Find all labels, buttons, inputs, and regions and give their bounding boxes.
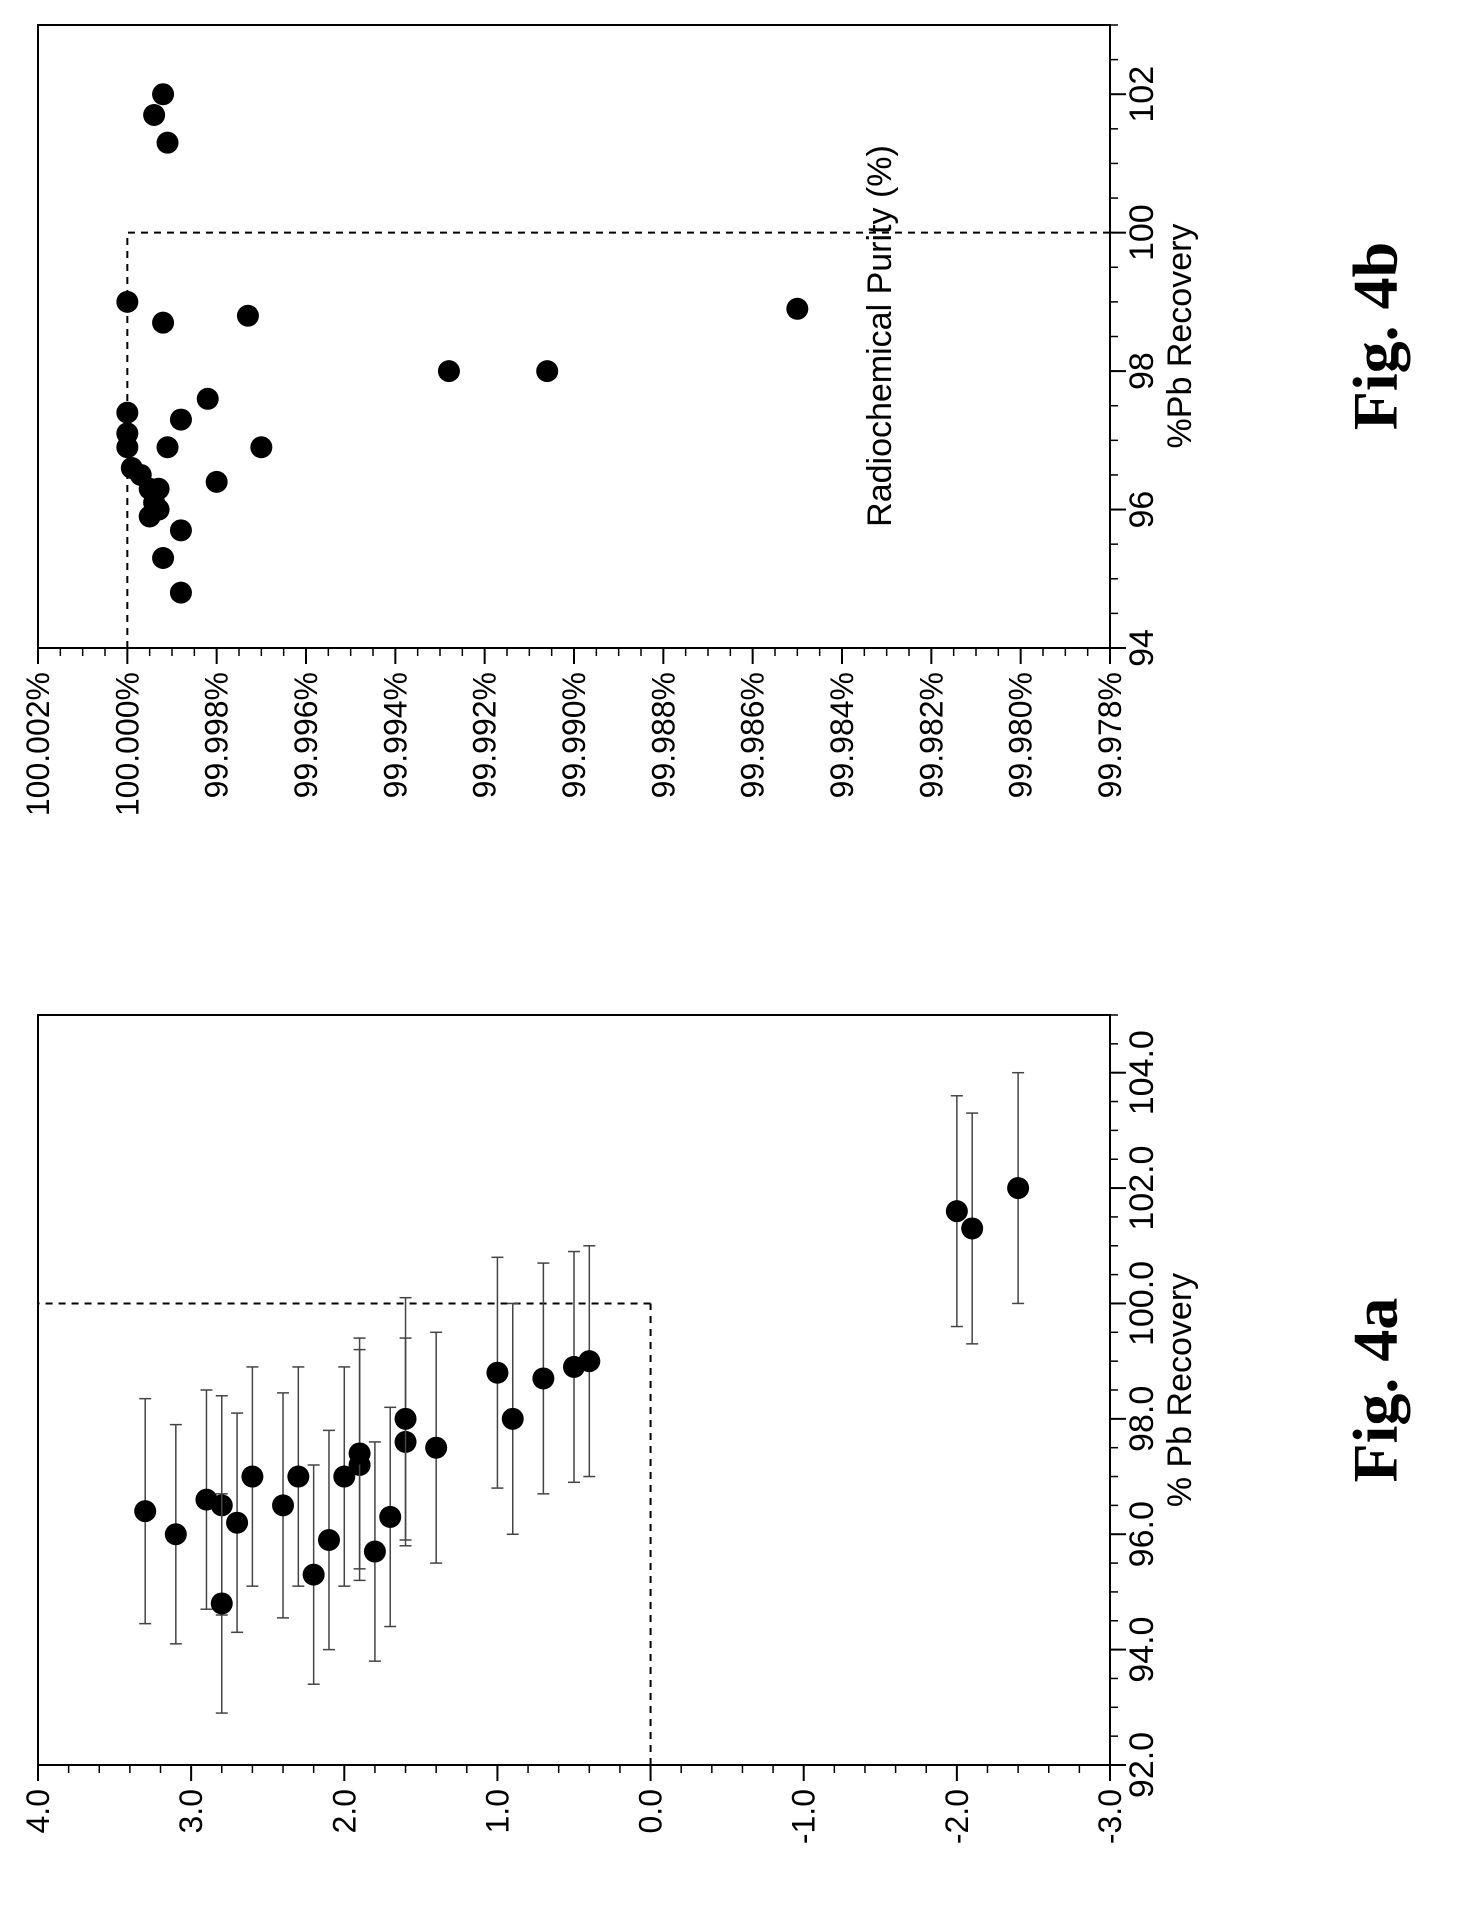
data-point: [169, 519, 192, 542]
y-tick-label: -3.0: [1092, 1789, 1128, 1844]
y-tick-label: 2.0: [326, 1789, 362, 1833]
data-point: [152, 547, 175, 570]
x-tick-label: 102: [1123, 66, 1161, 123]
y-tick-label: 99.996%: [288, 672, 324, 798]
data-point: [143, 103, 166, 126]
data-point: [532, 1367, 555, 1390]
x-axis-title: %Pb Recovery: [1161, 224, 1199, 449]
y-tick-label: 100.002%: [20, 672, 56, 816]
data-point: [226, 1511, 249, 1534]
y-tick-label: -1.0: [786, 1789, 822, 1844]
y-tick-label: 1.0: [479, 1789, 515, 1833]
figure-label: Fig. 4a: [1340, 1298, 1411, 1483]
x-tick-label: 96.0: [1123, 1501, 1161, 1567]
data-point: [116, 436, 139, 459]
data-point: [348, 1442, 371, 1465]
y-tick-label: 99.978%: [1092, 672, 1128, 798]
chart-fig4a: 92.0 94.0 96.0 98.0 100.0 102.0 104.0 -3.0 -2.0 -…: [20, 1014, 1411, 1844]
data-point: [425, 1436, 448, 1459]
data-point: [578, 1350, 601, 1373]
data-point: [156, 131, 179, 154]
y-tick-label: 99.990%: [556, 672, 592, 798]
data-point: [205, 470, 228, 493]
y-tick-label: 99.998%: [199, 672, 235, 798]
data-point: [116, 290, 139, 313]
data-point: [241, 1465, 264, 1488]
y-tick-label: 3.0: [173, 1789, 209, 1833]
x-tick-label: 98.0: [1123, 1386, 1161, 1452]
data-point: [169, 408, 192, 431]
x-tick-label: 100.0: [1123, 1261, 1161, 1346]
x-tick-label: 104.0: [1123, 1030, 1161, 1115]
y-tick-label: 100.000%: [109, 672, 145, 816]
x-tick-label: 94: [1123, 629, 1161, 667]
data-point: [536, 360, 559, 383]
data-point: [486, 1361, 509, 1384]
y-tick-label: 99.984%: [824, 672, 860, 798]
x-tick-label: 92.0: [1123, 1732, 1161, 1798]
data-point: [116, 401, 139, 424]
data-point: [437, 360, 460, 383]
x-tick-label: 102.0: [1123, 1146, 1161, 1231]
data-point: [138, 505, 161, 528]
x-axis-title: % Pb Recovery: [1161, 1273, 1199, 1507]
data-point: [501, 1407, 524, 1430]
y-tick-label: 99.980%: [1003, 672, 1039, 798]
y-tick-label: -2.0: [939, 1789, 975, 1844]
y-tick-label: 4.0: [20, 1789, 56, 1833]
data-point: [379, 1505, 402, 1528]
data-point: [134, 1500, 157, 1523]
y-tick-label: 99.982%: [913, 672, 949, 798]
x-tick-label: 98: [1123, 352, 1161, 390]
data-point: [961, 1217, 984, 1240]
plot-frame: [37, 24, 1111, 649]
data-point: [210, 1592, 233, 1615]
x-tick-label: 100: [1123, 204, 1161, 261]
data-point: [302, 1563, 325, 1586]
data-point: [317, 1529, 340, 1551]
data-point: [152, 311, 175, 334]
data-point: [164, 1523, 187, 1546]
data-point: [169, 581, 192, 604]
data-point: [945, 1200, 968, 1223]
data-point: [287, 1465, 310, 1488]
x-tick-label: 96: [1123, 491, 1161, 529]
data-point: [152, 83, 175, 106]
data-point: [363, 1540, 386, 1563]
y-tick-label: 99.994%: [377, 672, 413, 798]
y-tick-label: 99.986%: [735, 672, 771, 798]
x-tick-label: 94.0: [1123, 1617, 1161, 1683]
y-tick-label: 99.992%: [467, 672, 503, 798]
y-tick-label: 99.988%: [645, 672, 681, 798]
chart-fig4b: 94 96 98 100 102 99.978% 99.980% 99.982% 99.984%…: [20, 24, 1411, 816]
data-point: [786, 297, 809, 320]
data-point: [272, 1494, 295, 1517]
data-point: [156, 436, 179, 459]
data-point: [1007, 1177, 1030, 1200]
data-point: [196, 387, 219, 410]
y-tick-label: 0.0: [633, 1789, 669, 1833]
data-point: [333, 1465, 356, 1488]
figure-label: Fig. 4b: [1340, 242, 1411, 430]
data-point: [236, 304, 259, 327]
data-point: [394, 1407, 417, 1430]
data-point: [250, 436, 273, 459]
y-axis-title: Radiochemical Purity (%): [861, 145, 899, 527]
